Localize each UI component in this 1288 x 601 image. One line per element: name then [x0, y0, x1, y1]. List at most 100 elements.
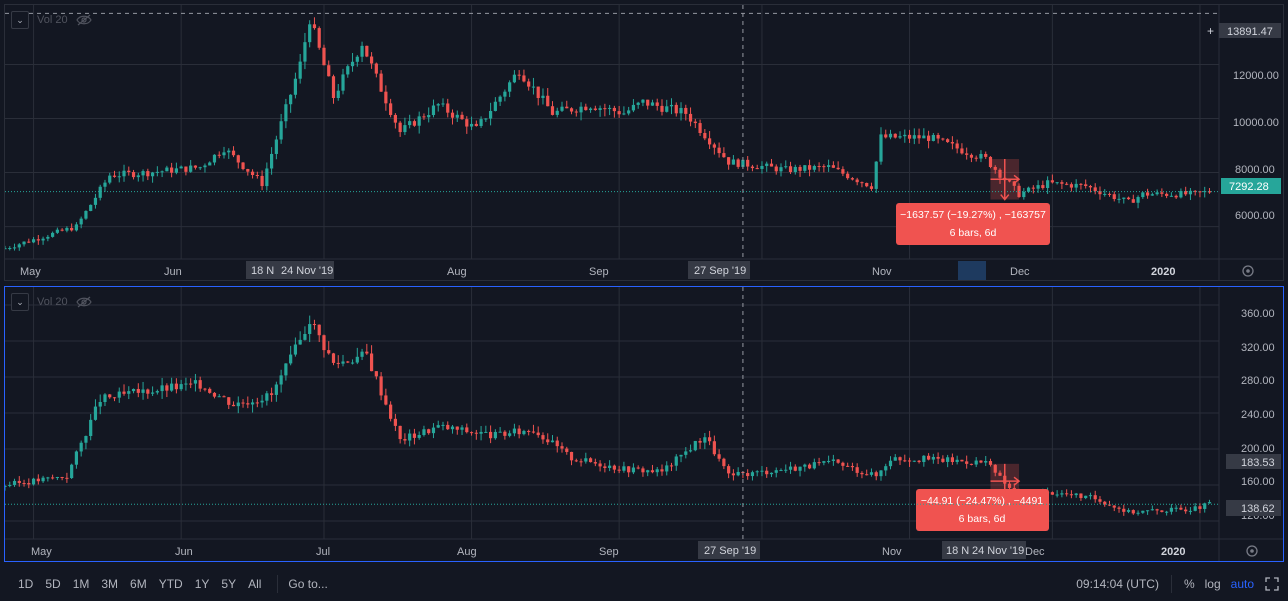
candle-body: [155, 391, 159, 393]
timeframe-5d-button[interactable]: 5D: [45, 576, 61, 591]
candle-body: [498, 431, 502, 433]
candle-body: [160, 171, 164, 173]
candle-body: [812, 166, 816, 170]
candle-body: [517, 74, 521, 76]
candle-body: [350, 61, 355, 67]
top-time-tick: Nov: [872, 266, 892, 278]
timezone-clock[interactable]: 09:14:04 (UTC): [1076, 576, 1159, 591]
candle-body: [712, 144, 716, 148]
goto-date-button[interactable]: Go to...: [288, 576, 328, 591]
fullscreen-icon[interactable]: [1264, 576, 1280, 592]
candle-body: [603, 108, 607, 110]
candle-body: [631, 104, 636, 111]
candle-body: [827, 460, 831, 462]
candle-body: [569, 108, 574, 112]
timeframe-3m-button[interactable]: 3M: [101, 576, 119, 591]
timeframe-6m-button[interactable]: 6M: [130, 576, 147, 591]
candle-body: [284, 363, 288, 376]
candle-body: [760, 165, 764, 169]
candle-body: [617, 469, 621, 471]
auto-scale-toggle[interactable]: auto: [1230, 576, 1254, 591]
candle-body: [550, 440, 555, 443]
candle-body: [217, 396, 221, 398]
candle-body: [803, 165, 807, 171]
candle-body: [341, 74, 345, 91]
timeframe-ytd-button[interactable]: YTD: [158, 576, 183, 591]
eye-hidden-icon[interactable]: [75, 296, 92, 308]
candle-body: [241, 402, 245, 404]
svg-text:18 N: 18 N: [946, 545, 969, 557]
bottom-time-tick: Jul: [316, 546, 330, 558]
candle-body: [555, 440, 559, 447]
candle-body: [369, 353, 374, 372]
top-price-tick: 8000.00: [1235, 164, 1275, 176]
candle-body: [165, 385, 169, 391]
bottom-chart-canvas[interactable]: 360.00 320.00 280.00 240.00 200.00 160.0…: [5, 287, 1283, 561]
top-legend-collapse-button[interactable]: ⌄: [11, 11, 29, 29]
candle-body: [831, 459, 835, 461]
candle-body: [522, 75, 526, 82]
top-price-tick: 10000.00: [1233, 117, 1279, 129]
timeframe-all-button[interactable]: All: [248, 576, 262, 591]
candle-body: [1165, 511, 1169, 513]
candle-body: [1198, 506, 1202, 509]
timeframe-1d-button[interactable]: 1D: [18, 576, 34, 591]
candle-body: [565, 106, 569, 109]
candle-body: [741, 159, 745, 167]
bottom-chart-pane[interactable]: ⌄ Vol 20 360.00 320.00 280.00 240.00 200…: [4, 286, 1284, 562]
timeframe-1m-button[interactable]: 1M: [72, 576, 90, 591]
candle-body: [550, 106, 555, 115]
candle-body: [974, 460, 978, 465]
candle-body: [260, 175, 264, 187]
candle-body: [27, 483, 31, 485]
candle-body: [231, 150, 236, 156]
candle-body: [55, 229, 59, 233]
candle-body: [431, 427, 436, 434]
candle-body: [270, 393, 274, 395]
log-scale-toggle[interactable]: log: [1204, 576, 1221, 591]
candle-body: [112, 175, 117, 177]
candle-body: [674, 104, 678, 114]
candle-body: [1026, 187, 1031, 192]
top-settings-gear-icon[interactable]: [1242, 265, 1254, 277]
candle-body: [646, 99, 650, 106]
candle-body: [98, 186, 102, 198]
plus-icon[interactable]: +: [1207, 24, 1214, 38]
candle-body: [584, 106, 588, 111]
candle-body: [1060, 182, 1064, 184]
svg-text:18 N: 18 N: [251, 265, 274, 277]
candle-body: [479, 119, 483, 126]
candle-body: [869, 472, 874, 475]
candle-body: [389, 404, 393, 419]
candle-body: [60, 476, 64, 478]
candle-body: [417, 116, 421, 126]
candle-body: [1141, 192, 1145, 198]
candle-body: [336, 362, 340, 364]
candle-body: [1122, 197, 1126, 199]
candle-body: [684, 451, 688, 455]
candle-body: [127, 170, 131, 173]
bottom-last-price-label: 138.62: [1226, 500, 1281, 516]
timeframe-1y-button[interactable]: 1Y: [194, 576, 210, 591]
candle-body: [1203, 503, 1207, 509]
candle-body: [1112, 505, 1116, 508]
candle-body: [270, 153, 274, 169]
bottom-settings-gear-icon[interactable]: [1246, 545, 1258, 557]
eye-hidden-icon[interactable]: [75, 14, 92, 26]
candle-body: [960, 148, 964, 154]
candle-body: [222, 152, 226, 156]
candle-body: [465, 427, 469, 433]
candle-body: [712, 441, 716, 455]
candle-body: [41, 238, 45, 241]
candle-body: [450, 426, 455, 430]
timeframe-5y-button[interactable]: 5Y: [221, 576, 237, 591]
top-chart-pane[interactable]: ⌄ Vol 20 12000.00 10000.00 8000.00 6000.…: [4, 4, 1284, 281]
measure-arrows: [990, 463, 1021, 500]
candle-body: [588, 108, 593, 111]
svg-text:7292.28: 7292.28: [1229, 181, 1269, 193]
candle-body: [1055, 182, 1059, 184]
candle-body: [993, 464, 997, 473]
percent-scale-toggle[interactable]: %: [1183, 576, 1195, 591]
top-chart-canvas[interactable]: 12000.00 10000.00 8000.00 6000.00 + 1389…: [5, 5, 1283, 280]
bottom-legend-collapse-button[interactable]: ⌄: [11, 293, 29, 311]
